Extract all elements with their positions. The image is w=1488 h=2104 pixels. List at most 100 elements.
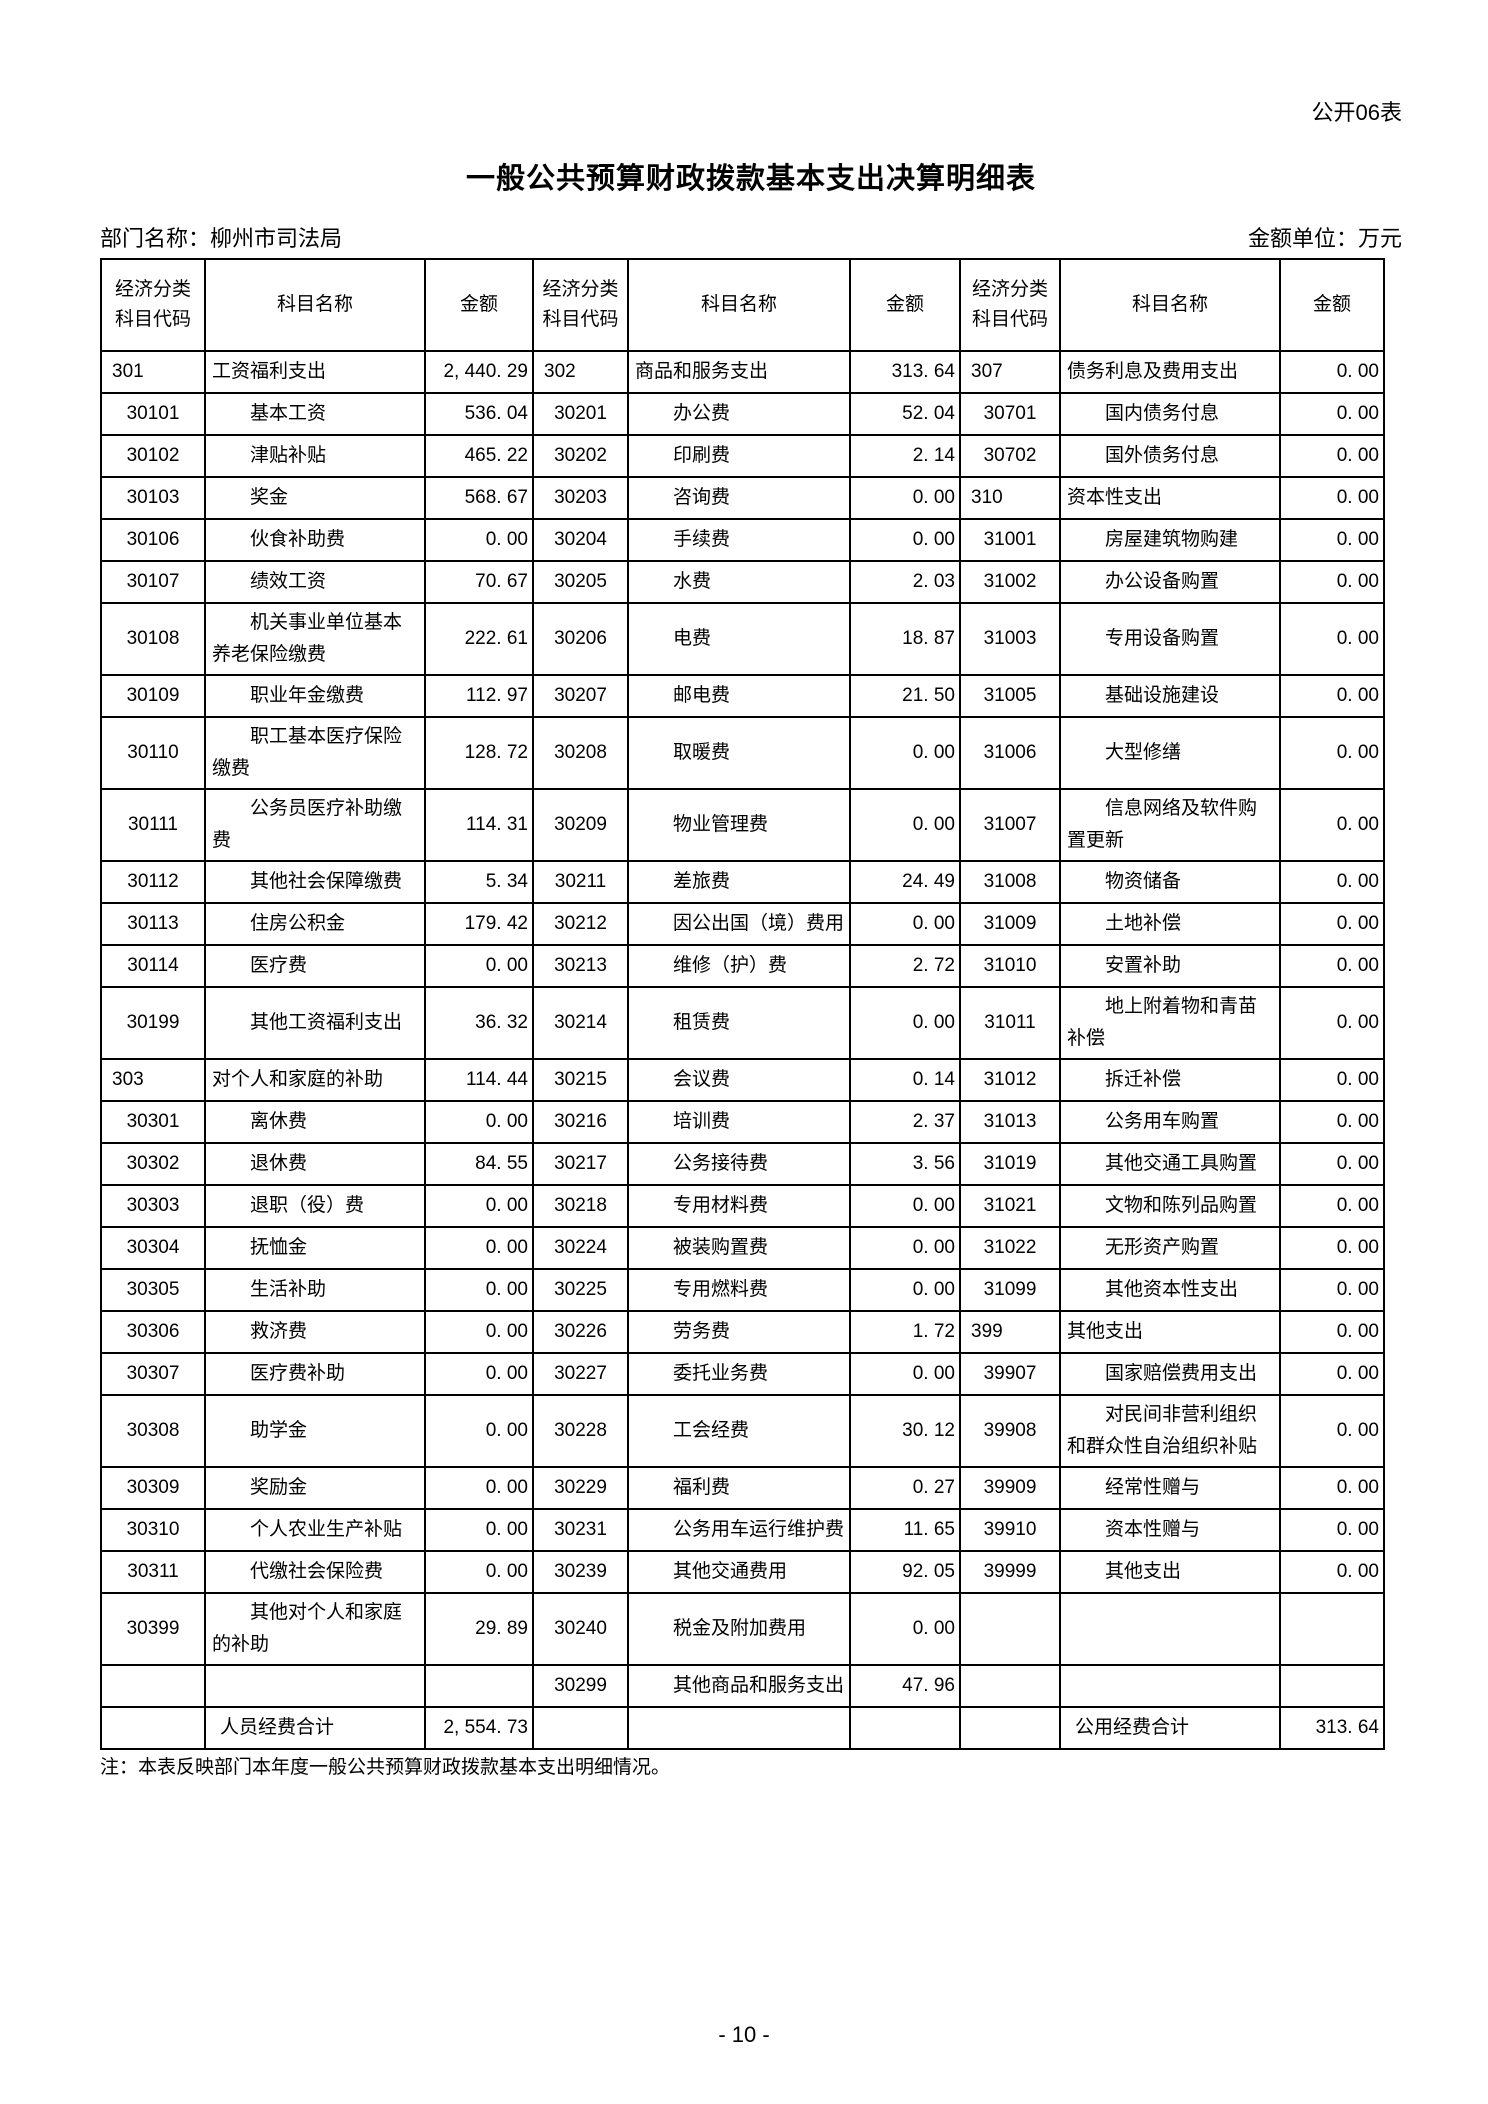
- code-cell: 30102: [100, 434, 206, 478]
- table-row: 301 工资福利支出 2, 440. 29 302 商品和服务支出 313. 64 307 债…: [100, 350, 1385, 394]
- code-cell: 30216: [532, 1100, 629, 1144]
- amount-cell: 0. 00: [1279, 986, 1385, 1060]
- table-row: 30399 其他对个人和家庭的补助 29. 89 30240 税金及附加费用 0. 00: [100, 1592, 1385, 1666]
- subject-name-cell: [204, 1664, 426, 1708]
- amount-cell: 0. 00: [849, 1226, 961, 1270]
- subject-name-cell: 职工基本医疗保险缴费: [204, 716, 426, 790]
- subject-name-cell: 退职（役）费: [204, 1184, 426, 1228]
- subject-name-cell: 医疗费: [204, 944, 426, 988]
- table-row: 30299 其他商品和服务支出 47. 96: [100, 1664, 1385, 1708]
- subject-name-cell: 国家赔偿费用支出: [1059, 1352, 1281, 1396]
- subject-name-cell: 个人农业生产补贴: [204, 1508, 426, 1552]
- table-row: 30107 绩效工资 70. 67 30205 水费 2. 03 31002 办公设备购置 0.…: [100, 560, 1385, 604]
- code-cell: 30212: [532, 902, 629, 946]
- code-cell: 30109: [100, 674, 206, 718]
- subject-name-cell: 其他支出: [1059, 1550, 1281, 1594]
- subject-name-cell: 会议费: [627, 1058, 851, 1102]
- subject-name-cell: 住房公积金: [204, 902, 426, 946]
- code-cell: [959, 1592, 1061, 1666]
- subject-name-cell: 文物和陈列品购置: [1059, 1184, 1281, 1228]
- amount-cell: 0. 00: [424, 1268, 534, 1312]
- subject-name-cell: 生活补助: [204, 1268, 426, 1312]
- amount-cell: 0. 00: [1279, 1184, 1385, 1228]
- amount-cell: 3. 56: [849, 1142, 961, 1186]
- code-cell: 30231: [532, 1508, 629, 1552]
- code-cell: 30311: [100, 1550, 206, 1594]
- subject-name-cell: 取暖费: [627, 716, 851, 790]
- code-cell: 30208: [532, 716, 629, 790]
- code-cell: 39910: [959, 1508, 1061, 1552]
- form-tag: 公开06表: [1311, 100, 1402, 125]
- subject-name-cell: 大型修缮: [1059, 716, 1281, 790]
- amount-cell: 0. 00: [424, 1394, 534, 1468]
- code-cell: 31011: [959, 986, 1061, 1060]
- header-amount-1: 金额: [424, 258, 534, 352]
- code-cell: 31007: [959, 788, 1061, 862]
- subject-name-cell: [1059, 1592, 1281, 1666]
- header-name-1: 科目名称: [204, 258, 426, 352]
- code-cell: 30211: [532, 860, 629, 904]
- subject-name-cell: 邮电费: [627, 674, 851, 718]
- subject-name-cell: 其他商品和服务支出: [627, 1664, 851, 1708]
- amount-cell: 0. 00: [424, 1352, 534, 1396]
- subject-name-cell: 其他交通费用: [627, 1550, 851, 1594]
- subject-name-cell: 基础设施建设: [1059, 674, 1281, 718]
- code-cell: 30106: [100, 518, 206, 562]
- amount-cell: 179. 42: [424, 902, 534, 946]
- code-cell: 302: [532, 350, 629, 394]
- code-cell: 30215: [532, 1058, 629, 1102]
- subject-name-cell: 机关事业单位基本养老保险缴费: [204, 602, 426, 676]
- table-row: 30112 其他社会保障缴费 5. 34 30211 差旅费 24. 49 31008 物资储…: [100, 860, 1385, 904]
- header-amount-2: 金额: [849, 258, 961, 352]
- code-cell: 30201: [532, 392, 629, 436]
- subject-name-cell: 福利费: [627, 1466, 851, 1510]
- amount-cell: 18. 87: [849, 602, 961, 676]
- subject-name-cell: 办公费: [627, 392, 851, 436]
- amount-cell: 0. 00: [849, 1268, 961, 1312]
- amount-cell: 0. 00: [424, 1184, 534, 1228]
- page-number: - 10 -: [718, 2022, 770, 2047]
- subject-name-cell: 差旅费: [627, 860, 851, 904]
- header-code-3: 经济分类科目代码: [959, 258, 1061, 352]
- amount-cell: 0. 00: [849, 1592, 961, 1666]
- subject-name-cell: 退休费: [204, 1142, 426, 1186]
- amount-cell: [1279, 1592, 1385, 1666]
- code-cell: 30206: [532, 602, 629, 676]
- table-row: 人员经费合计 2, 554. 73 公用经费合计 313. 64: [100, 1706, 1385, 1750]
- subject-name-cell: [1059, 1664, 1281, 1708]
- table-row: 30302 退休费 84. 55 30217 公务接待费 3. 56 31019 其他交通工具…: [100, 1142, 1385, 1186]
- amount-cell: 568. 67: [424, 476, 534, 520]
- header-code-1: 经济分类科目代码: [100, 258, 206, 352]
- amount-cell: 0. 00: [849, 716, 961, 790]
- subject-name-cell: 奖励金: [204, 1466, 426, 1510]
- page-title: 一般公共预算财政拨款基本支出决算明细表: [465, 163, 1036, 195]
- amount-cell: 313. 64: [1279, 1706, 1385, 1750]
- table-row: 30110 职工基本医疗保险缴费 128. 72 30208 取暖费 0. 00 31006…: [100, 716, 1385, 790]
- subject-name-cell: 租赁费: [627, 986, 851, 1060]
- amount-cell: [1279, 1664, 1385, 1708]
- code-cell: 30299: [532, 1664, 629, 1708]
- code-cell: 30107: [100, 560, 206, 604]
- table-row: 30307 医疗费补助 0. 00 30227 委托业务费 0. 00 39907 国家赔偿费…: [100, 1352, 1385, 1396]
- subject-name-cell: 基本工资: [204, 392, 426, 436]
- subject-name-cell: 工资福利支出: [204, 350, 426, 394]
- code-cell: 31099: [959, 1268, 1061, 1312]
- amount-cell: 114. 44: [424, 1058, 534, 1102]
- footnote: 注：本表反映部门本年度一般公共预算财政拨款基本支出明细情况。: [100, 1757, 671, 1778]
- table-row: 30311 代缴社会保险费 0. 00 30239 其他交通费用 92. 05 39999 其…: [100, 1550, 1385, 1594]
- subject-name-cell: 水费: [627, 560, 851, 604]
- amount-cell: 0. 00: [849, 1184, 961, 1228]
- code-cell: 30207: [532, 674, 629, 718]
- table-row: 30109 职业年金缴费 112. 97 30207 邮电费 21. 50 31005 基础设…: [100, 674, 1385, 718]
- amount-cell: 0. 00: [424, 1226, 534, 1270]
- code-cell: 30108: [100, 602, 206, 676]
- code-cell: 30114: [100, 944, 206, 988]
- subject-name-cell: 其他支出: [1059, 1310, 1281, 1354]
- amount-cell: 0. 00: [424, 1466, 534, 1510]
- department-label: 部门名称：柳州市司法局: [100, 226, 343, 251]
- code-cell: 30224: [532, 1226, 629, 1270]
- subject-name-cell: 其他工资福利支出: [204, 986, 426, 1060]
- code-cell: 30199: [100, 986, 206, 1060]
- header-row: 经济分类科目代码 科目名称 金额 经济分类科目代码 科目名称 金额 经济分类科目…: [100, 258, 1385, 352]
